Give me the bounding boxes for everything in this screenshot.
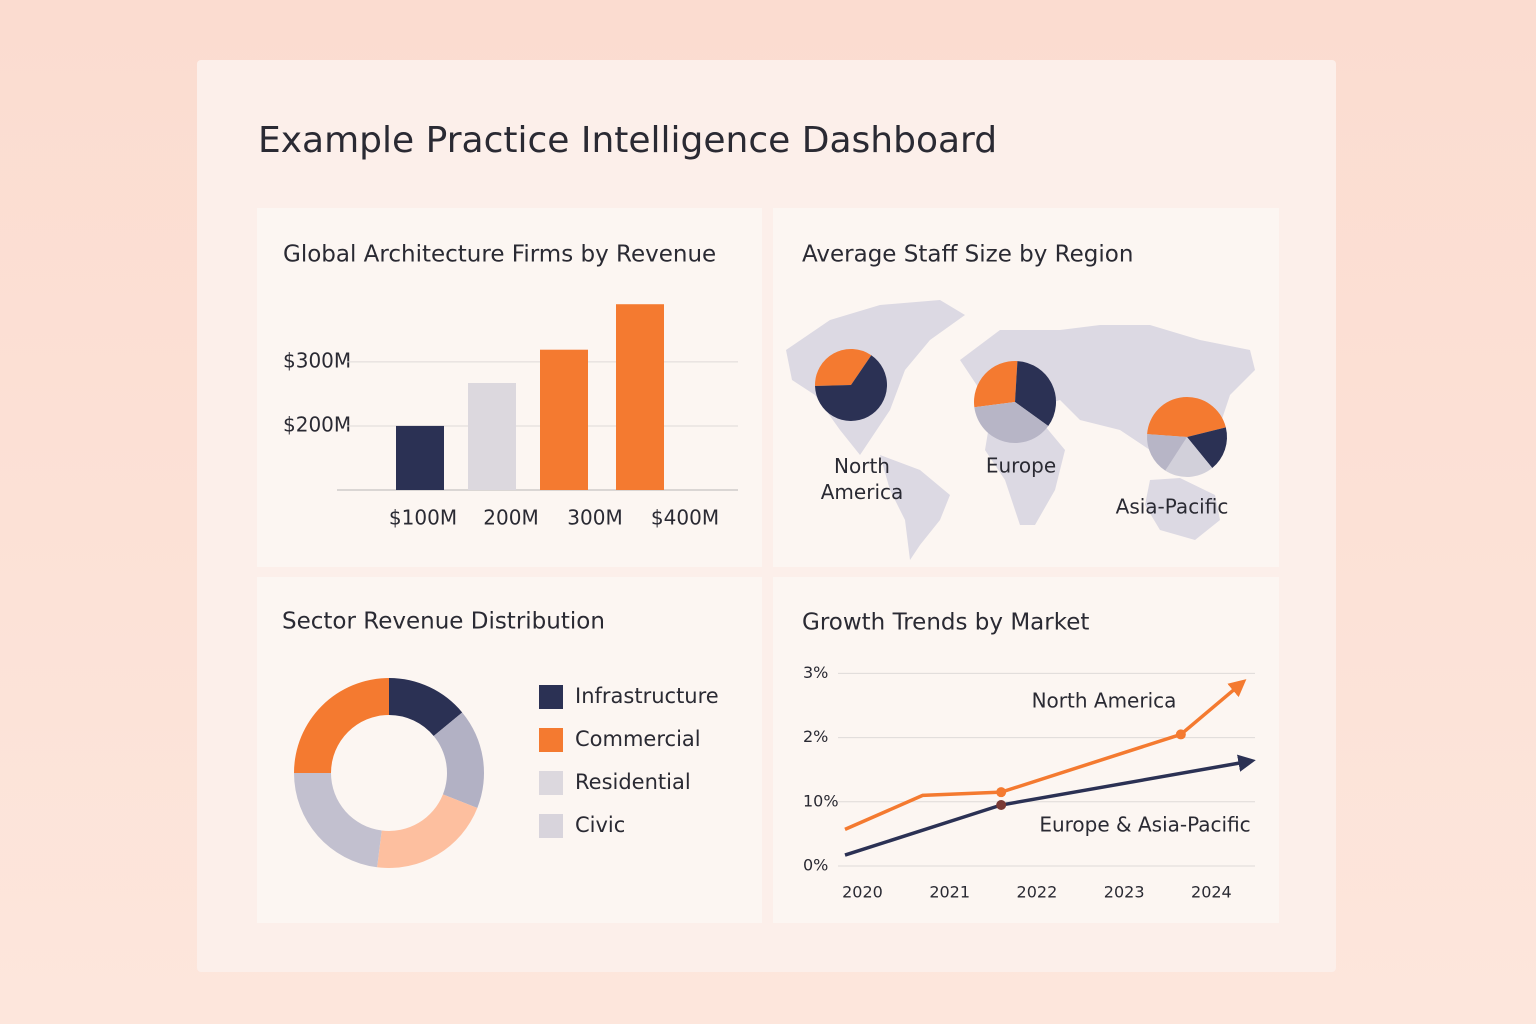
x-tick-label: 2021 (929, 883, 970, 902)
data-point (996, 787, 1007, 798)
x-tick-label: 2024 (1191, 883, 1232, 902)
legend-label: Residential (575, 770, 691, 794)
x-tick-label: 200M (483, 506, 538, 530)
donut-slice (389, 678, 463, 737)
legend-label: Commercial (575, 727, 701, 751)
legend-label: Civic (575, 813, 625, 837)
donut-slice (377, 794, 478, 868)
y-tick-label: 0% (803, 856, 828, 875)
legend-swatch (539, 771, 563, 795)
x-tick-label: $400M (651, 506, 719, 530)
donut-slice (294, 773, 382, 868)
bar (616, 304, 664, 490)
pie-slice (815, 355, 887, 421)
panel-title: Sector Revenue Distribution (282, 609, 605, 635)
region-label: Europe (986, 454, 1056, 478)
pie-slice (1165, 437, 1213, 478)
bar (468, 383, 516, 490)
panel (257, 577, 762, 923)
series-label: North America (1032, 689, 1177, 713)
legend-label: Infrastructure (575, 684, 719, 708)
x-tick-label: 2023 (1104, 883, 1145, 902)
region-label: North America (821, 454, 904, 504)
pie-slice (1147, 397, 1226, 437)
x-tick-label: 2022 (1017, 883, 1058, 902)
y-tick-label: $300M (283, 348, 351, 372)
panel-title: Global Architecture Firms by Revenue (283, 242, 716, 268)
y-tick-label: 2% (803, 727, 828, 746)
bar (540, 349, 588, 490)
pie-slice (973, 361, 1018, 408)
data-point (996, 800, 1007, 811)
x-tick-label: $100M (389, 506, 457, 530)
legend-swatch (539, 685, 563, 709)
panel-title: Average Staff Size by Region (802, 242, 1133, 268)
region-label: Asia-Pacific (1116, 495, 1229, 519)
y-tick-label: 10% (803, 791, 839, 810)
x-tick-label: 2020 (842, 883, 883, 902)
x-tick-label: 300M (567, 506, 622, 530)
legend-swatch (539, 814, 563, 838)
y-tick-label: 3% (803, 663, 828, 682)
data-point (1175, 729, 1186, 740)
y-tick-label: $200M (283, 412, 351, 436)
pie-slice (974, 402, 1049, 443)
donut-slice (433, 712, 484, 808)
pie-slice (1187, 427, 1227, 469)
panel (773, 577, 1279, 923)
bar (396, 425, 444, 490)
pie-slice (1147, 434, 1187, 471)
legend-swatch (539, 728, 563, 752)
panel-title: Growth Trends by Market (802, 610, 1089, 636)
page-title: Example Practice Intelligence Dashboard (258, 120, 997, 161)
donut-slice (294, 678, 389, 773)
pie-slice (1015, 361, 1056, 426)
pie-slice (815, 348, 872, 387)
series-label: Europe & Asia-Pacific (1039, 813, 1250, 837)
